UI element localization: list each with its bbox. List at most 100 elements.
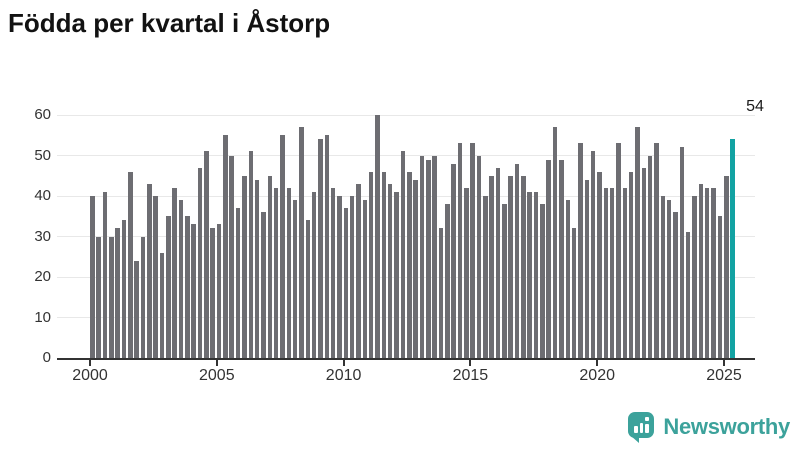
bar (178, 200, 184, 358)
bar (197, 167, 203, 358)
bar (248, 151, 253, 358)
bar (426, 159, 431, 358)
gridline (57, 236, 755, 237)
bar (438, 228, 444, 358)
bar (242, 175, 247, 358)
bar (318, 139, 323, 358)
bar (121, 220, 127, 358)
bar (692, 196, 697, 358)
y-axis-label: 60 (34, 106, 51, 123)
bar (102, 191, 108, 358)
bar (166, 216, 171, 358)
bar (394, 191, 399, 358)
bar (679, 147, 685, 358)
bar (292, 200, 298, 358)
x-axis-tick (89, 360, 91, 366)
bars-layer (90, 115, 750, 358)
bar (609, 187, 615, 358)
bar (280, 135, 285, 358)
plot-area: 0 10 20 30 40 50 60 2000 2005 2010 2015 2020 2025 5… (34, 98, 764, 384)
bar (172, 187, 177, 358)
bar (356, 183, 361, 358)
bar (261, 212, 266, 358)
gridline (57, 195, 755, 197)
x-axis-label: 2020 (579, 367, 615, 384)
x-axis-tick (215, 360, 218, 366)
bar (90, 196, 95, 358)
bar (546, 159, 551, 358)
bar (223, 135, 228, 358)
newsworthy-logo[interactable]: Newsworthy (628, 410, 790, 444)
bar (476, 155, 482, 358)
bar (641, 167, 647, 358)
bar (495, 167, 501, 358)
bar (140, 236, 146, 358)
x-axis-tick (596, 360, 599, 366)
bar (128, 171, 133, 358)
bar (337, 196, 342, 358)
gridline (57, 276, 755, 278)
bar (191, 224, 196, 358)
bar (299, 127, 304, 358)
bar (210, 228, 215, 358)
y-axis-label: 30 (34, 227, 51, 245)
bar (147, 183, 152, 358)
x-axis-label: 2000 (72, 367, 108, 384)
bar (451, 163, 456, 358)
newsworthy-logo-icon (628, 412, 655, 443)
bar (400, 151, 406, 358)
bar (514, 163, 520, 358)
bar (432, 155, 437, 358)
bar (704, 187, 710, 358)
bar (635, 127, 640, 358)
bar-chart-icon (633, 417, 649, 433)
gridline (57, 114, 755, 116)
bar (445, 204, 450, 358)
bar (235, 208, 241, 358)
y-axis-label: 0 (42, 349, 51, 366)
x-axis-label: 2010 (325, 367, 362, 384)
bar (521, 175, 526, 358)
bar (540, 204, 545, 358)
bar (571, 228, 577, 358)
bar (698, 183, 704, 358)
bar (527, 191, 532, 358)
bar (96, 236, 101, 358)
x-axis-label: 2015 (452, 367, 489, 384)
bar (267, 175, 273, 358)
bar (724, 175, 729, 358)
bar (565, 200, 570, 358)
bar (502, 204, 507, 358)
y-axis-label: 50 (34, 146, 51, 164)
bar (204, 151, 209, 358)
bar (387, 183, 393, 358)
bar (673, 212, 678, 358)
bar (622, 187, 628, 358)
bar (305, 220, 311, 358)
bar (311, 191, 317, 358)
gridline (57, 317, 755, 318)
bar (533, 191, 539, 358)
bar (381, 171, 387, 358)
x-axis-tick (723, 360, 725, 366)
bar (483, 196, 488, 358)
bar (590, 151, 596, 358)
y-axis-label: 40 (34, 187, 51, 204)
page-title: Födda per kvartal i Åstorp (8, 8, 331, 38)
bar (508, 175, 513, 358)
bar (597, 171, 602, 358)
bar (185, 216, 190, 358)
bar (115, 228, 120, 358)
bar (578, 143, 583, 358)
bar (273, 187, 279, 358)
bar (229, 155, 234, 358)
bar (559, 159, 564, 358)
bar (717, 216, 723, 358)
last-value-label: 54 (746, 98, 764, 115)
x-axis-label: 2005 (199, 367, 235, 384)
bar (660, 196, 666, 358)
bar (349, 196, 355, 358)
bar (159, 252, 165, 358)
bar (368, 171, 374, 358)
